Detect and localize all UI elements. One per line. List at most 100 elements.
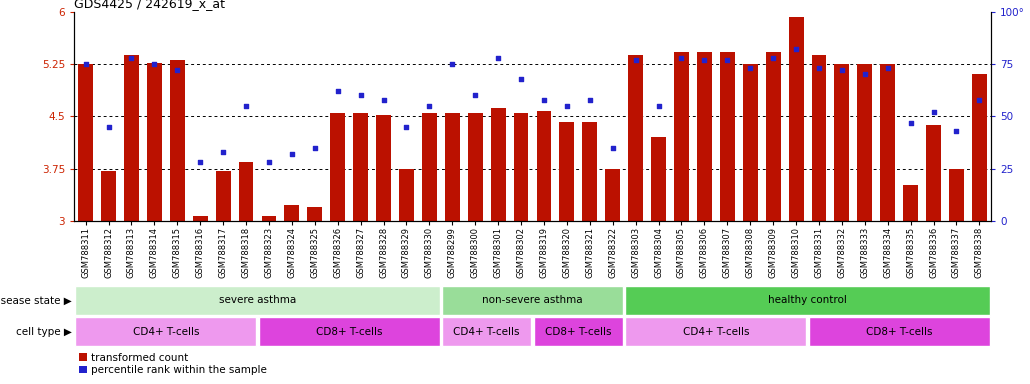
Point <box>902 119 919 126</box>
Bar <box>765 52 781 221</box>
Point <box>582 96 598 103</box>
Bar <box>559 122 575 221</box>
Bar <box>537 111 551 221</box>
Point <box>833 67 850 73</box>
Text: disease state ▶: disease state ▶ <box>0 295 72 305</box>
Text: cell type ▶: cell type ▶ <box>16 327 72 337</box>
Point <box>605 145 621 151</box>
Point <box>513 76 529 82</box>
Point <box>627 57 644 63</box>
Point <box>330 88 346 94</box>
Bar <box>789 17 803 221</box>
Point <box>352 92 369 98</box>
Point <box>146 61 163 67</box>
Point <box>100 124 116 130</box>
Bar <box>331 113 345 221</box>
Bar <box>193 215 208 221</box>
Point <box>215 149 232 155</box>
Bar <box>720 52 734 221</box>
Bar <box>628 55 643 221</box>
Bar <box>75 286 440 315</box>
Bar <box>78 64 93 221</box>
Bar <box>468 113 483 221</box>
Point <box>674 55 690 61</box>
Text: CD4+ T-cells: CD4+ T-cells <box>453 327 520 337</box>
Bar <box>445 113 459 221</box>
Point <box>124 55 140 61</box>
Bar <box>625 317 806 346</box>
Point <box>971 96 988 103</box>
Point <box>811 65 827 71</box>
Text: GDS4425 / 242619_x_at: GDS4425 / 242619_x_at <box>74 0 226 10</box>
Point <box>925 109 941 115</box>
Point <box>490 55 507 61</box>
Point <box>307 145 323 151</box>
Bar <box>651 137 666 221</box>
Point <box>949 128 965 134</box>
Bar <box>124 55 139 221</box>
Bar <box>376 115 391 221</box>
Bar <box>582 122 597 221</box>
Bar <box>75 317 256 346</box>
Bar <box>442 286 623 315</box>
Point <box>788 46 804 52</box>
Bar <box>674 52 689 221</box>
Bar <box>170 60 184 221</box>
Bar <box>743 64 758 221</box>
Bar <box>514 113 528 221</box>
Bar <box>490 108 506 221</box>
Text: CD8+ T-cells: CD8+ T-cells <box>866 327 932 337</box>
Bar <box>259 317 440 346</box>
Point <box>857 71 873 78</box>
Bar <box>101 171 116 221</box>
Bar <box>903 185 918 221</box>
Point <box>765 55 782 61</box>
Bar <box>812 55 826 221</box>
Point <box>261 159 277 166</box>
Point <box>536 96 552 103</box>
Text: severe asthma: severe asthma <box>218 295 297 305</box>
Text: CD8+ T-cells: CD8+ T-cells <box>545 327 612 337</box>
Text: CD4+ T-cells: CD4+ T-cells <box>133 327 199 337</box>
Bar <box>625 286 990 315</box>
Bar <box>353 113 368 221</box>
Legend: transformed count, percentile rank within the sample: transformed count, percentile rank withi… <box>79 353 267 375</box>
Bar <box>606 169 620 221</box>
Point <box>696 57 713 63</box>
Point <box>421 103 438 109</box>
Bar <box>399 169 414 221</box>
Bar <box>972 74 987 221</box>
Point <box>467 92 483 98</box>
Point <box>375 96 391 103</box>
Bar <box>834 64 850 221</box>
Bar <box>239 162 253 221</box>
Bar <box>147 63 162 221</box>
Point <box>399 124 415 130</box>
Point <box>77 61 94 67</box>
Bar <box>442 317 531 346</box>
Bar <box>215 171 231 221</box>
Bar <box>697 52 712 221</box>
Point <box>238 103 254 109</box>
Text: healthy control: healthy control <box>768 295 847 305</box>
Point <box>558 103 575 109</box>
Point <box>169 67 185 73</box>
Bar <box>881 64 895 221</box>
Point <box>742 65 758 71</box>
Point <box>880 65 896 71</box>
Point <box>444 61 460 67</box>
Text: CD4+ T-cells: CD4+ T-cells <box>683 327 749 337</box>
Bar <box>809 317 990 346</box>
Point <box>650 103 666 109</box>
Text: non-severe asthma: non-severe asthma <box>482 295 583 305</box>
Bar <box>857 64 872 221</box>
Point <box>283 151 300 157</box>
Bar <box>262 215 276 221</box>
Point <box>192 159 208 166</box>
Bar <box>422 113 437 221</box>
Bar <box>949 169 964 221</box>
Point <box>719 57 735 63</box>
Bar <box>534 317 623 346</box>
Bar <box>307 207 322 221</box>
Bar <box>284 205 300 221</box>
